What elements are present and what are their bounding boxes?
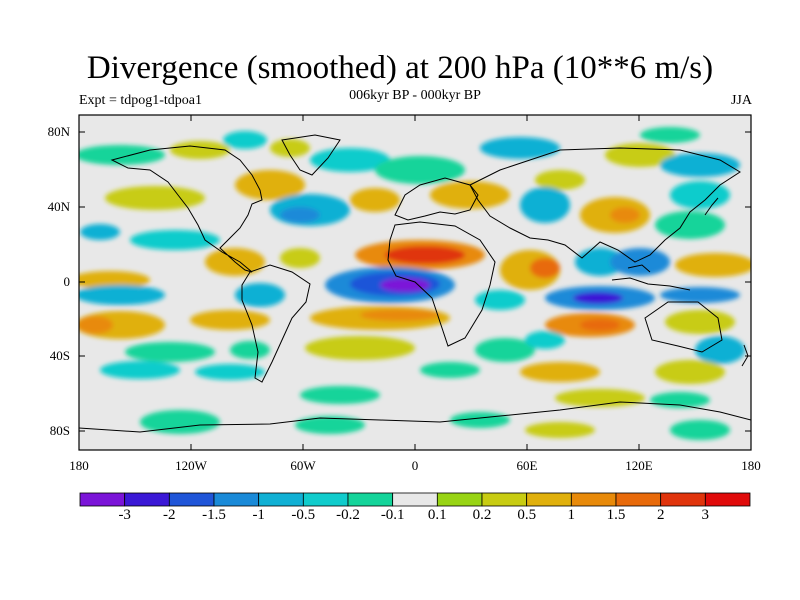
colorbar-label: -0.1 — [380, 507, 405, 523]
colorbar-swatch — [660, 492, 706, 507]
lat-label-40n: 40N — [47, 199, 70, 214]
colorbar-label: -2 — [163, 507, 176, 523]
colorbar-label: 1.5 — [606, 507, 626, 523]
lon-label-0: 0 — [411, 458, 419, 473]
colorbar-swatch — [704, 492, 751, 507]
colorbar-swatch — [302, 492, 349, 507]
colorbar-label: 0.5 — [517, 507, 537, 523]
colorbar-swatch — [570, 492, 617, 507]
lon-label-60e: 60E — [516, 458, 538, 473]
divergence-field — [79, 127, 751, 440]
colorbar-swatch — [481, 492, 528, 507]
colorbar-swatch — [258, 492, 304, 507]
colorbar-swatch — [615, 492, 662, 507]
colorbar-swatch — [526, 492, 572, 507]
lon-label-120w: 120W — [175, 458, 207, 473]
lon-label-60w: 60W — [290, 458, 316, 473]
lat-label-40s: 40S — [49, 348, 70, 363]
lat-label-80n: 80N — [47, 124, 70, 139]
season-label: JJA — [730, 93, 752, 108]
colorbar-swatch — [347, 492, 394, 507]
colorbar — [79, 492, 751, 507]
colorbar-swatch — [213, 492, 260, 507]
colorbar-swatch — [124, 492, 170, 507]
period-label: 006kyr BP - 000kyr BP — [349, 88, 481, 103]
colorbar-label: -0.2 — [336, 507, 360, 523]
map-title: Divergence (smoothed) at 200 hPa (10**6 … — [86, 50, 714, 86]
colorbar-swatch — [436, 492, 483, 507]
colorbar-label: 0.2 — [472, 507, 492, 523]
colorbar-label: 0.1 — [427, 507, 447, 523]
colorbar-swatch — [168, 492, 215, 507]
experiment-label: Expt = tdpog1-tdpoa1 — [79, 93, 202, 108]
lat-label-80s: 80S — [49, 423, 70, 438]
lon-label-120e: 120E — [625, 458, 653, 473]
axis-ticks — [79, 115, 751, 450]
coastlines — [79, 134, 751, 433]
colorbar-label: -1 — [252, 507, 265, 523]
colorbar-label: 2 — [656, 507, 665, 523]
colorbar-swatch — [79, 492, 126, 507]
lon-label-180e: 180 — [741, 458, 761, 473]
colorbar-label: 1 — [567, 507, 576, 523]
lon-label-180w: 180 — [69, 458, 89, 473]
colorbar-label: 3 — [701, 507, 710, 523]
colorbar-label: -3 — [118, 507, 131, 523]
colorbar-label: -1.5 — [202, 507, 226, 523]
colorbar-label: -0.5 — [291, 507, 316, 523]
colorbar-swatch — [392, 492, 438, 507]
lat-label-0: 0 — [63, 274, 71, 289]
